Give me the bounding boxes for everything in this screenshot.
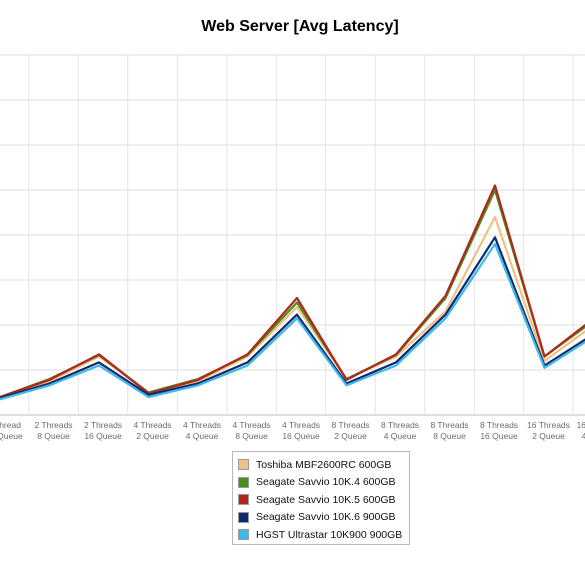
x-tick-label: 16 Queue — [282, 431, 320, 441]
legend-swatch — [238, 529, 249, 541]
x-tick-label: 2 Queue — [532, 431, 565, 441]
legend-swatch — [238, 511, 249, 523]
legend: Toshiba MBF2600RC 600GB Seagate Savvio 10… — [232, 451, 410, 545]
x-tick-label: 4 Threads — [133, 420, 171, 430]
x-tick-label: 8 Threads — [381, 420, 419, 430]
x-tick-label: 4 Threads — [232, 420, 270, 430]
x-tick-label: 16 Threads — [577, 420, 585, 430]
legend-item-3: Seagate Savvio 10K.5 600GB — [238, 491, 409, 509]
legend-item-1: Toshiba MBF2600RC 600GB — [238, 456, 409, 474]
legend-label: Seagate Savvio 10K.5 600GB — [256, 493, 396, 506]
chart-title: Web Server [Avg Latency] — [201, 18, 399, 35]
legend-item-2: Seagate Savvio 10K.4 600GB — [238, 474, 409, 492]
series-line-4 — [0, 236, 585, 399]
legend-label: HGST Ultrastar 10K900 900GB — [256, 528, 403, 541]
x-tick-label: 16 Threads — [527, 420, 570, 430]
x-tick-label: 2 Threads — [34, 420, 72, 430]
x-tick-label: 8 Queue — [37, 431, 70, 441]
x-tick-label: 8 Queue — [433, 431, 466, 441]
legend-swatch — [238, 459, 249, 471]
x-tick-label: 4 Queue — [186, 431, 219, 441]
legend-label: Seagate Savvio 10K.4 600GB — [256, 476, 396, 489]
legend-label: Toshiba MBF2600RC 600GB — [256, 458, 392, 471]
x-tick-label: 4 Queue — [384, 431, 417, 441]
x-tick-label: 4 Queue — [582, 431, 585, 441]
x-tick-label: 16 Queue — [84, 431, 122, 441]
x-tick-label: 8 Threads — [480, 420, 518, 430]
series-lines — [0, 184, 585, 401]
x-tick-label: 4 Threads — [183, 420, 221, 430]
legend-item-5: HGST Ultrastar 10K900 900GB — [238, 526, 409, 544]
x-tick-label: 1 Thread — [0, 420, 21, 430]
legend-swatch — [238, 476, 249, 488]
x-tick-label: 16 Queue — [0, 431, 23, 441]
x-tick-label: 2 Queue — [334, 431, 367, 441]
x-tick-label: 8 Queue — [235, 431, 268, 441]
x-tick-label: 2 Threads — [84, 420, 122, 430]
legend-label: Seagate Savvio 10K.6 900GB — [256, 511, 396, 524]
legend-item-4: Seagate Savvio 10K.6 900GB — [238, 509, 409, 527]
series-line-1 — [0, 215, 585, 399]
x-tick-label: 4 Threads — [282, 420, 320, 430]
legend-swatch — [238, 494, 249, 506]
x-tick-label: 8 Threads — [430, 420, 468, 430]
x-tick-label: 16 Queue — [480, 431, 518, 441]
series-line-5 — [0, 242, 585, 401]
x-tick-label: 8 Threads — [331, 420, 369, 430]
x-tick-label: 2 Queue — [136, 431, 169, 441]
series-line-3 — [0, 184, 585, 399]
